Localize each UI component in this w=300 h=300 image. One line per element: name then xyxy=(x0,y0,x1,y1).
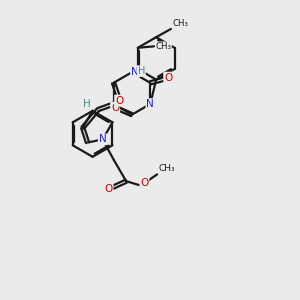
Text: N: N xyxy=(99,134,106,144)
Text: H: H xyxy=(138,66,145,76)
Text: O: O xyxy=(104,184,112,194)
Text: CH₃: CH₃ xyxy=(155,42,172,51)
Text: O: O xyxy=(164,73,172,82)
Text: O: O xyxy=(111,103,119,112)
Text: O: O xyxy=(140,178,148,188)
Text: CH₃: CH₃ xyxy=(172,19,188,28)
Text: O: O xyxy=(115,95,123,106)
Text: N: N xyxy=(131,67,139,77)
Text: H: H xyxy=(83,99,91,109)
Text: N: N xyxy=(146,99,154,109)
Text: CH₃: CH₃ xyxy=(159,164,175,173)
